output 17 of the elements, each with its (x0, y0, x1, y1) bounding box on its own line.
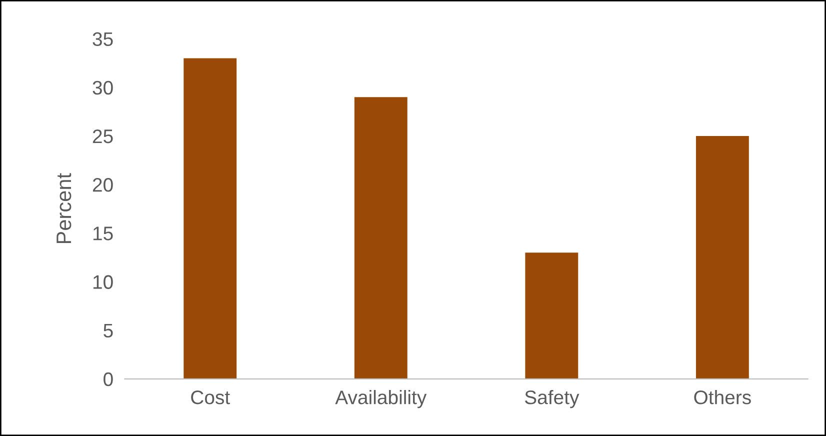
y-tick-label: 0 (104, 372, 113, 386)
y-tick-label: 15 (93, 226, 113, 240)
bar (525, 252, 578, 379)
y-tick-label: 20 (92, 178, 113, 192)
y-axis-title: Percent (56, 173, 72, 244)
x-tick-label: Cost (191, 390, 230, 404)
x-tick-label: Others (694, 390, 751, 404)
bar (354, 97, 408, 379)
y-tick-label: 25 (92, 129, 113, 144)
x-tick-label: Safety (524, 390, 580, 408)
bar (184, 58, 237, 379)
bar (696, 136, 749, 379)
y-tick-label: 5 (104, 324, 113, 338)
y-tick-label: 10 (93, 275, 113, 289)
y-tick-label: 35 (92, 32, 113, 46)
y-tick-label: 30 (92, 80, 113, 95)
x-tick-label: Availability (335, 390, 427, 408)
